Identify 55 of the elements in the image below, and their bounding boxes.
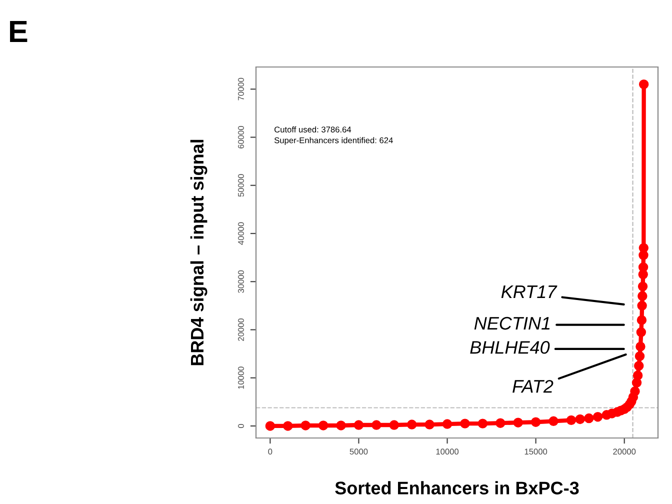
point	[638, 291, 648, 301]
point	[372, 420, 382, 430]
point	[634, 360, 644, 371]
annotation: NECTIN1	[474, 316, 550, 330]
y-tick-label: 20000	[238, 318, 244, 341]
point	[389, 420, 399, 430]
point	[354, 420, 364, 430]
point	[575, 414, 585, 424]
point	[636, 315, 647, 325]
point	[424, 420, 434, 430]
point	[638, 79, 649, 90]
point	[637, 300, 647, 311]
point	[283, 421, 293, 431]
y-axis-title: BRD4 signal – input signal	[190, 140, 208, 366]
point	[638, 282, 648, 292]
point	[530, 417, 541, 427]
y-tick-label: 60000	[238, 126, 244, 148]
point	[406, 420, 417, 430]
annotation: KRT17	[501, 286, 558, 298]
point	[336, 420, 346, 430]
x-tick-label: 0	[268, 448, 272, 455]
point	[548, 416, 558, 426]
point	[513, 418, 523, 428]
y-tick-label: 40000	[238, 222, 244, 245]
x-axis-title: Sorted Enhancers in BxPC-3	[335, 481, 579, 494]
point	[478, 418, 488, 428]
y-tick-label: 50000	[238, 174, 244, 197]
x-tick-label: 10000	[436, 448, 459, 455]
point	[630, 386, 640, 396]
x-tick-label: 5000	[350, 448, 368, 455]
point	[265, 421, 276, 431]
text: E	[10, 20, 28, 42]
point	[634, 351, 645, 362]
point	[584, 413, 594, 424]
x-tick-label: 15000	[524, 448, 548, 455]
y-tick-label: 70000	[238, 78, 244, 100]
point	[318, 420, 328, 430]
annotation: Cutoff used: 3786.64 Super-Enhancers identified: 624	[274, 126, 393, 145]
annotation: BHLHE40	[470, 341, 550, 354]
point	[638, 262, 648, 272]
point	[496, 418, 506, 428]
annotation: FAT2	[512, 380, 554, 393]
y-tick-label: 30000	[238, 270, 244, 293]
x-tick-label: 20000	[613, 448, 636, 455]
y-tick-label: 10000	[238, 366, 244, 389]
point	[566, 415, 576, 426]
point	[460, 418, 470, 428]
point	[300, 420, 310, 430]
point	[632, 370, 643, 380]
point	[442, 419, 452, 429]
point	[638, 243, 649, 253]
y-tick-label: 0	[238, 424, 244, 428]
point	[592, 412, 603, 422]
point	[636, 342, 646, 352]
point	[636, 327, 646, 337]
